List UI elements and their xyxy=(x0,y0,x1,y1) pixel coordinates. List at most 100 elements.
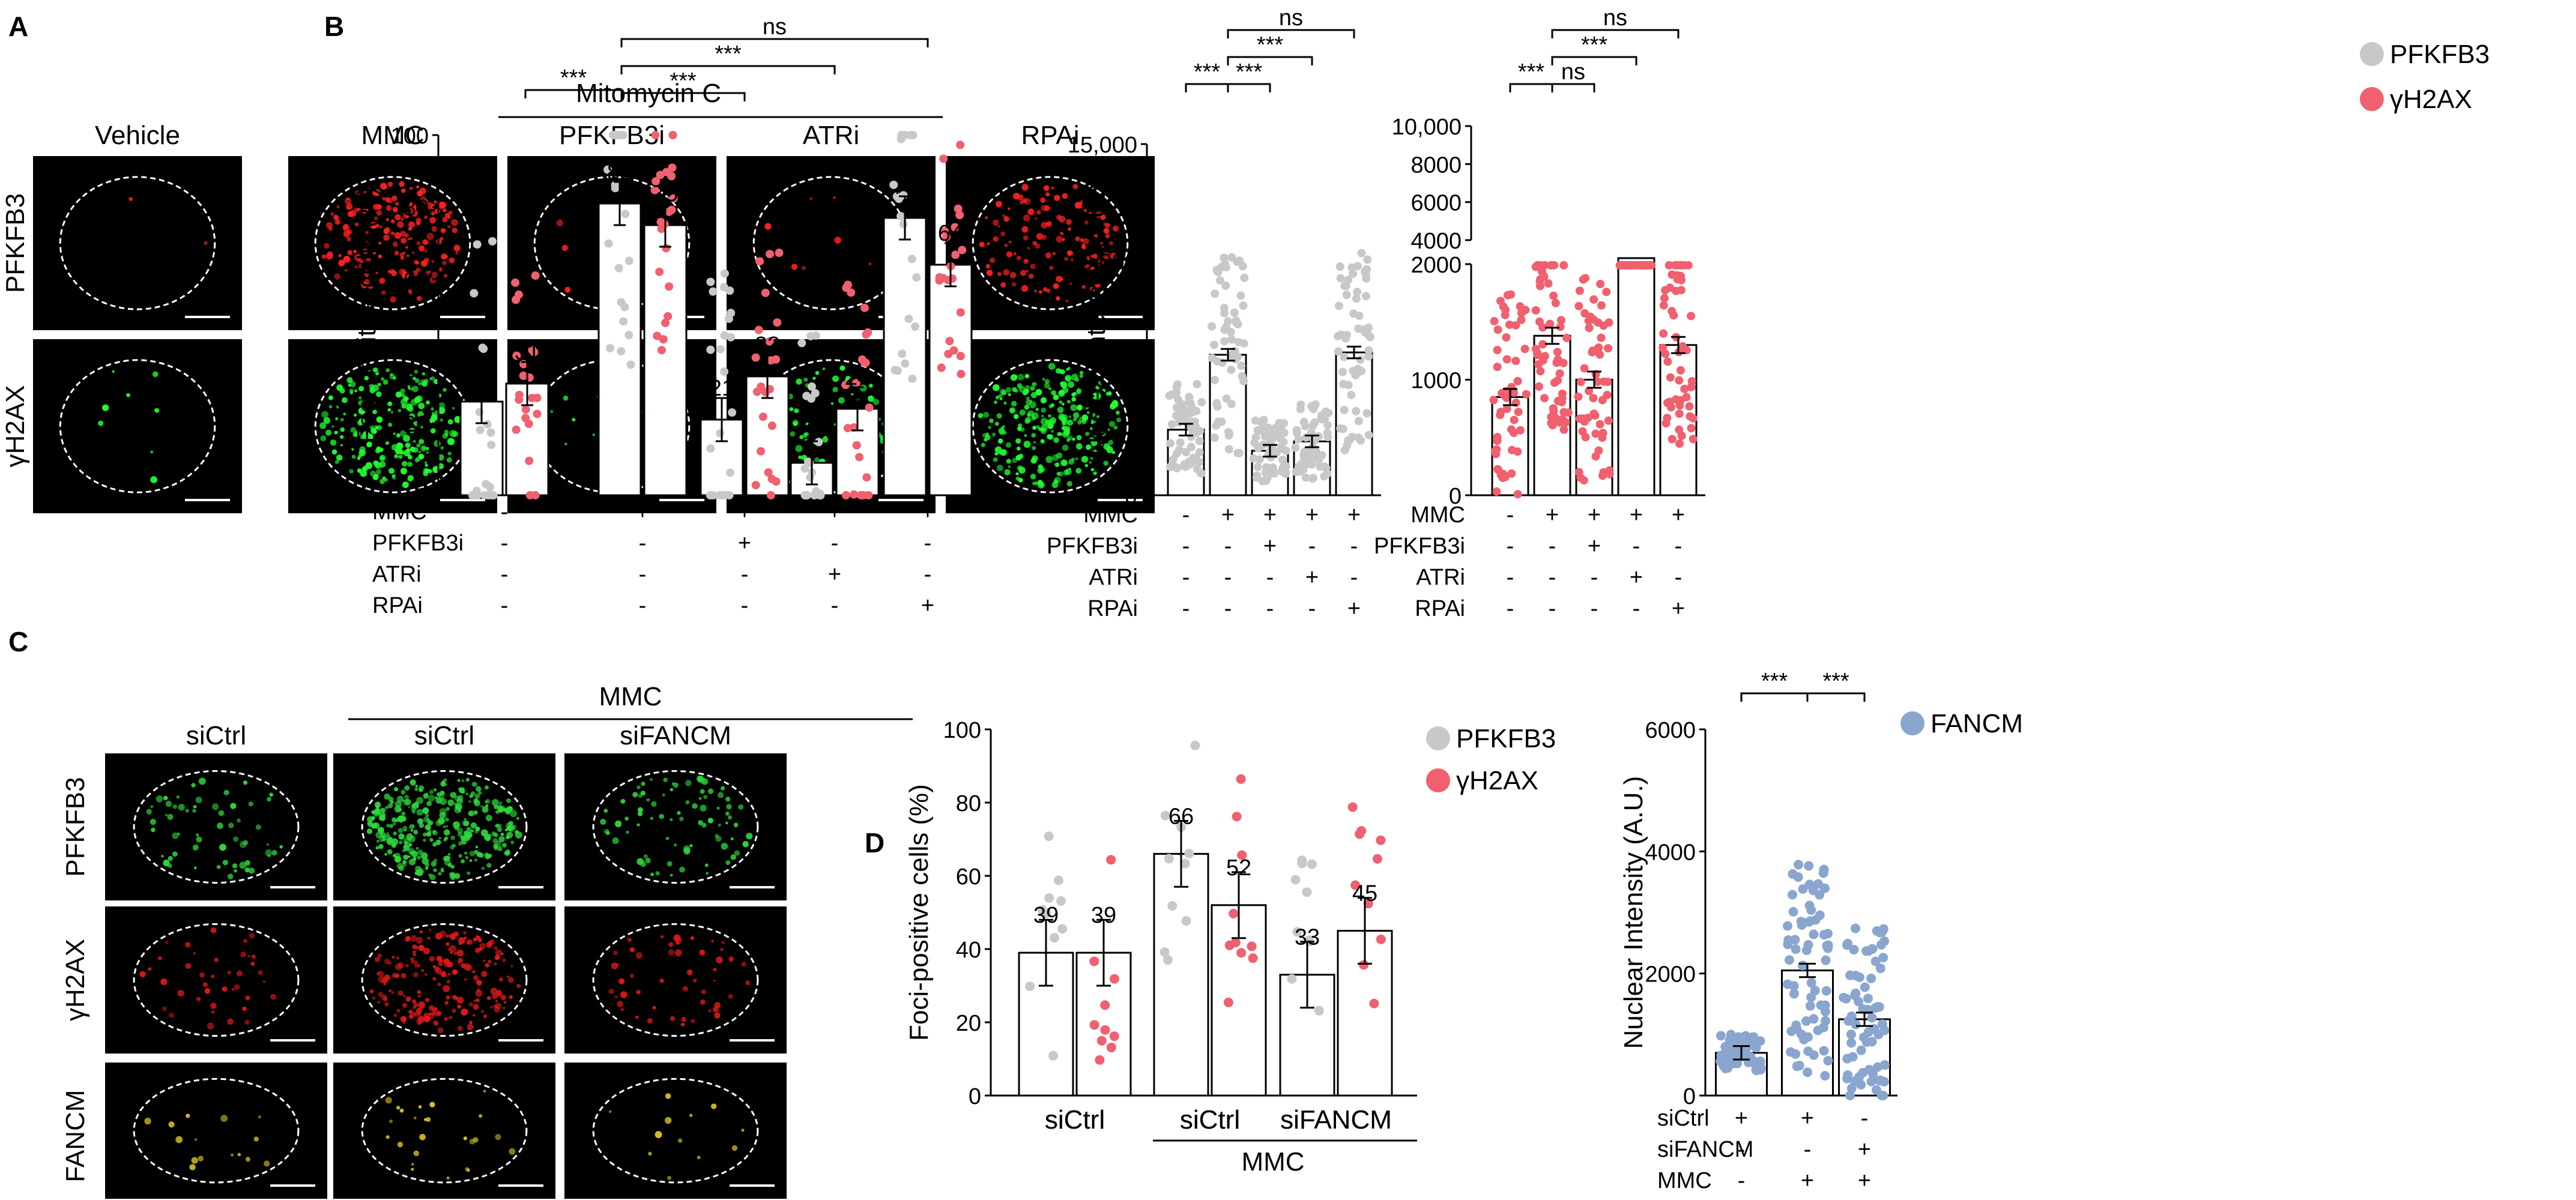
focus-dot xyxy=(370,222,377,229)
focus-dot xyxy=(1015,472,1019,476)
focus-dot xyxy=(416,185,420,189)
category-label: siCtrl xyxy=(1045,1105,1105,1135)
focus-dot xyxy=(401,789,406,795)
focus-dot xyxy=(1075,202,1082,209)
focus-dot xyxy=(1043,185,1050,191)
focus-dot xyxy=(832,387,838,393)
data-point xyxy=(1867,1013,1877,1023)
focus-dot xyxy=(1090,456,1093,460)
focus-dot xyxy=(446,807,450,811)
data-point xyxy=(1299,417,1308,426)
data-point xyxy=(1667,307,1677,316)
significance-label: *** xyxy=(1822,669,1849,694)
data-point xyxy=(1236,948,1247,958)
focus-dot xyxy=(426,451,429,454)
focus-dot xyxy=(358,264,363,268)
data-point xyxy=(851,379,860,388)
focus-dot xyxy=(636,823,640,827)
data-point xyxy=(483,420,492,429)
focus-dot xyxy=(378,953,382,958)
focus-dot xyxy=(1071,397,1076,402)
data-point xyxy=(1308,421,1317,430)
focus-dot xyxy=(484,785,489,790)
focus-dot xyxy=(397,1141,404,1148)
focus-dot xyxy=(375,846,379,850)
focus-dot xyxy=(1011,400,1017,407)
data-point xyxy=(1594,318,1603,327)
focus-dot xyxy=(424,461,428,464)
micrograph-frame xyxy=(564,1063,787,1199)
focus-dot xyxy=(1096,415,1099,418)
focus-dot xyxy=(499,801,503,805)
focus-dot xyxy=(392,474,395,478)
focus-dot xyxy=(690,936,695,940)
focus-dot xyxy=(627,937,632,942)
data-point xyxy=(488,237,497,246)
focus-dot xyxy=(492,993,498,999)
condition-mark: - xyxy=(639,531,647,556)
condition-name: MMC xyxy=(372,499,427,525)
focus-dot xyxy=(1102,252,1110,259)
focus-dot xyxy=(1012,457,1017,463)
focus-dot xyxy=(620,798,626,804)
focus-dot xyxy=(458,854,462,858)
data-point xyxy=(1221,259,1230,268)
data-point xyxy=(1357,366,1366,375)
condition-mark: + xyxy=(1263,534,1277,559)
focus-dot xyxy=(713,979,716,982)
data-point xyxy=(1578,427,1587,436)
focus-dot xyxy=(425,866,429,870)
data-point xyxy=(1575,286,1584,295)
focus-dot xyxy=(670,788,674,792)
focus-dot xyxy=(434,966,440,971)
data-point xyxy=(1798,960,1808,971)
focus-dot xyxy=(725,797,731,802)
data-point xyxy=(1856,1045,1866,1055)
data-point xyxy=(659,335,668,344)
focus-dot xyxy=(398,454,403,459)
data-point xyxy=(1548,421,1557,430)
condition-mark: + xyxy=(636,499,649,525)
data-point xyxy=(1292,468,1301,477)
condition-mark: - xyxy=(1675,534,1683,559)
data-point xyxy=(1179,461,1188,470)
value-label: 39 xyxy=(1091,903,1116,928)
focus-dot xyxy=(830,402,834,405)
focus-dot xyxy=(398,828,404,833)
focus-dot xyxy=(1034,289,1037,293)
focus-dot xyxy=(244,1019,250,1025)
data-point xyxy=(1184,848,1194,858)
focus-dot xyxy=(1030,264,1036,270)
focus-dot xyxy=(1053,283,1059,289)
focus-dot xyxy=(360,433,366,441)
focus-dot xyxy=(358,418,365,424)
data-point xyxy=(668,131,677,139)
focus-dot xyxy=(379,277,385,284)
focus-dot xyxy=(1077,404,1083,411)
data-point xyxy=(900,131,909,139)
data-point xyxy=(1505,320,1514,329)
data-point xyxy=(765,337,774,346)
data-point xyxy=(1675,439,1684,448)
category-label: siCtrl xyxy=(1045,1105,1105,1135)
condition-mark: - xyxy=(831,531,839,556)
bar xyxy=(1617,257,1655,496)
condition-mark: + xyxy=(1630,502,1643,528)
focus-dot xyxy=(1035,388,1042,396)
data-point xyxy=(727,333,736,342)
data-point xyxy=(1354,417,1363,426)
focus-dot xyxy=(716,956,723,963)
focus-dot xyxy=(415,866,422,873)
focus-dot xyxy=(1075,378,1080,382)
data-point xyxy=(863,328,872,337)
focus-dot xyxy=(1042,378,1045,381)
focus-dot xyxy=(344,197,352,205)
focus-dot xyxy=(218,810,225,816)
significance-label: *** xyxy=(560,65,587,91)
focus-dot xyxy=(139,971,146,978)
focus-dot xyxy=(1041,222,1048,229)
condition-mark: + xyxy=(1347,502,1361,528)
focus-dot xyxy=(420,930,423,934)
micrograph xyxy=(33,339,242,513)
